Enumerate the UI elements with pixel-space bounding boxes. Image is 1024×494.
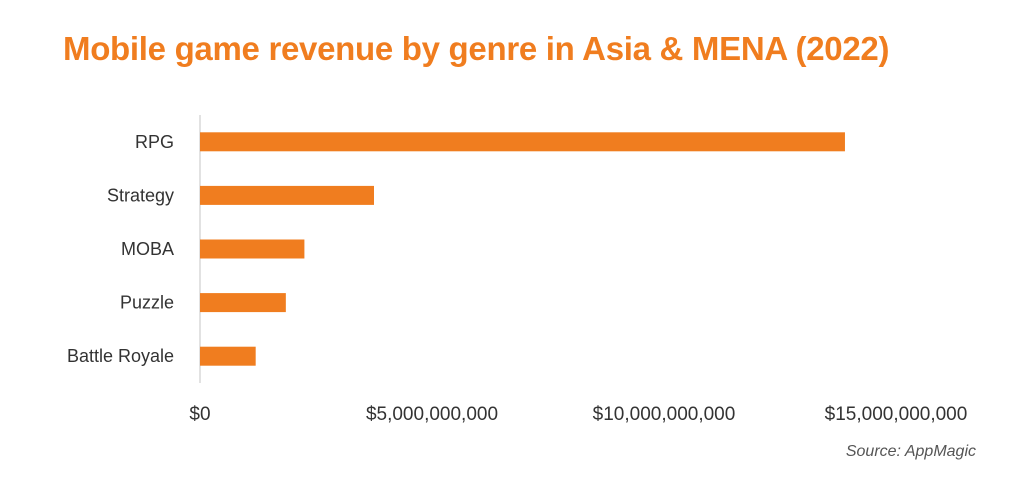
bar-puzzle [200,293,286,313]
x-tick-label: $15,000,000,000 [825,404,968,425]
category-label: Battle Royale [67,346,174,366]
category-label: Strategy [107,185,174,205]
x-tick-label: $0 [189,404,210,425]
source-note: Source: AppMagic [845,443,976,460]
category-label: RPG [135,132,174,152]
bar-battle-royale [200,346,256,366]
category-label: MOBA [121,239,174,259]
bar-strategy [200,185,374,205]
x-tick-label: $10,000,000,000 [593,404,736,425]
x-tick-label: $5,000,000,000 [366,404,498,425]
category-label: Puzzle [120,293,174,313]
chart-title: Mobile game revenue by genre in Asia & M… [63,30,890,67]
bar-moba [200,239,305,259]
bar-rpg [200,132,845,152]
